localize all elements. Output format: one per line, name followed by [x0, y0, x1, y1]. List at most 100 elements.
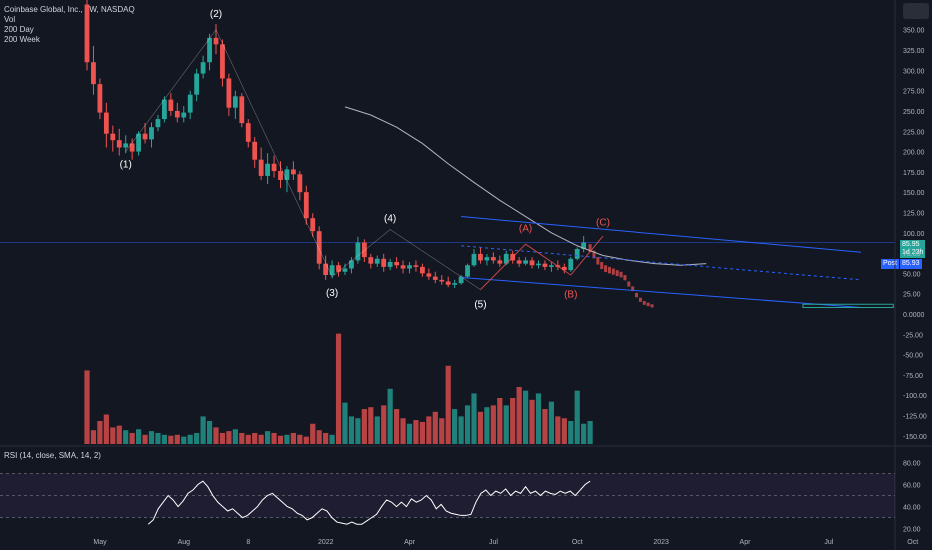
price-axis-tick: 0.0000	[903, 312, 925, 319]
volume-bar	[284, 434, 290, 444]
volume-bar	[361, 409, 367, 444]
candle-body	[278, 171, 283, 180]
indicator-vol[interactable]: Vol	[4, 15, 16, 24]
candle-body	[445, 281, 451, 285]
candle-body	[355, 242, 361, 261]
candle-body	[387, 262, 393, 267]
wave-label: (4)	[384, 214, 396, 225]
price-axis-tick: 325.00	[903, 48, 925, 55]
volume-bar	[484, 407, 490, 444]
volume-bar	[200, 416, 206, 444]
candle-body	[568, 258, 574, 271]
candle-body	[329, 265, 335, 276]
candle-body	[458, 276, 464, 284]
projection-candle	[592, 250, 596, 259]
volume-bar	[523, 390, 529, 444]
price-axis-tick: 75.00	[903, 251, 921, 258]
post-market-price: 85.93	[900, 259, 922, 269]
projection-candle	[615, 270, 619, 277]
volume-bar	[103, 414, 109, 444]
projection-candle	[611, 268, 615, 275]
rsi-axis-tick: 40.00	[903, 505, 921, 512]
candle-body	[168, 99, 174, 111]
candle-body	[155, 119, 161, 128]
time-axis-tick: Oct	[572, 539, 583, 546]
volume-bar	[445, 365, 451, 444]
candle-body	[232, 96, 238, 108]
volume-bar	[439, 418, 445, 444]
rsi-line	[147, 480, 591, 525]
candle-body	[174, 110, 180, 118]
candle-body	[110, 133, 116, 141]
price-axis-tick: 50.00	[903, 271, 921, 278]
candle-body	[207, 37, 212, 63]
wave-label: (C)	[596, 218, 610, 229]
bar-countdown: 1d 23h	[902, 249, 924, 256]
volume-bar	[161, 434, 167, 444]
candle-body	[103, 112, 109, 134]
volume-bar	[335, 333, 342, 444]
volume-bar	[213, 427, 219, 444]
projection-candle	[607, 266, 611, 274]
price-axis-tick: 225.00	[903, 129, 925, 136]
candle-body	[420, 266, 425, 274]
volume-bar	[477, 411, 484, 444]
candle-body	[91, 62, 96, 85]
candle-body	[581, 242, 587, 250]
chart-legend: Coinbase Global, Inc., 1W, NASDAQ Vol 20…	[4, 5, 135, 45]
current-price-tag: 85.95 1d 23h	[900, 240, 926, 258]
candle-body	[465, 265, 470, 277]
volume-bar	[432, 411, 438, 444]
volume-bar	[471, 393, 477, 444]
projection-candle	[650, 304, 654, 308]
chart-settings-button[interactable]	[903, 3, 929, 19]
time-axis-tick: Apr	[404, 539, 416, 546]
candle-body	[561, 266, 567, 271]
rsi-axis-tick: 80.00	[903, 460, 921, 467]
volume-bar	[181, 436, 187, 444]
volume-bar	[464, 405, 471, 444]
volume-bar	[329, 434, 335, 444]
projection-candle	[631, 286, 635, 292]
volume-bar	[142, 434, 148, 444]
price-axis-tick: 125.00	[903, 210, 925, 217]
candle-body	[529, 260, 535, 266]
price-axis-tick: -150.00	[903, 434, 927, 441]
wave-label: (B)	[564, 290, 577, 301]
volume-bar	[374, 416, 380, 444]
candle-body	[142, 133, 148, 140]
projection-candle	[627, 281, 631, 287]
volume-bar	[568, 421, 574, 444]
price-axis-tick: -50.00	[903, 353, 923, 360]
candle-body	[252, 141, 258, 160]
volume-bar	[316, 430, 322, 444]
post-market-label: Post	[881, 259, 900, 269]
price-axis-tick: 25.00	[903, 292, 921, 299]
rsi-legend[interactable]: RSI (14, close, SMA, 14, 2)	[4, 451, 101, 460]
indicator-200-week[interactable]: 200 Week	[4, 35, 40, 44]
volume-bar	[116, 425, 122, 444]
candle-body	[162, 99, 167, 120]
volume-bar	[394, 409, 400, 444]
volume-bar	[535, 393, 542, 444]
candle-body	[336, 265, 341, 272]
wave-label: (2)	[210, 9, 222, 20]
time-axis-tick: 2022	[318, 539, 334, 546]
volume-bar	[84, 370, 90, 444]
volume-bar	[277, 435, 284, 444]
candle-body	[413, 265, 419, 267]
volume-bar	[129, 432, 135, 444]
volume-bar	[265, 431, 271, 444]
candle-body	[136, 133, 141, 152]
sma-200-week-line	[344, 106, 707, 266]
price-axis-tick: 350.00	[903, 28, 925, 35]
price-axis-tick: 300.00	[903, 68, 925, 75]
wave-label: (1)	[120, 160, 132, 171]
candle-body	[503, 253, 509, 264]
volume-bar	[348, 416, 355, 444]
price-axis-tick: 150.00	[903, 190, 925, 197]
candle-body	[297, 174, 303, 193]
indicator-200-day[interactable]: 200 Day	[4, 25, 34, 34]
candle-body	[394, 262, 399, 266]
